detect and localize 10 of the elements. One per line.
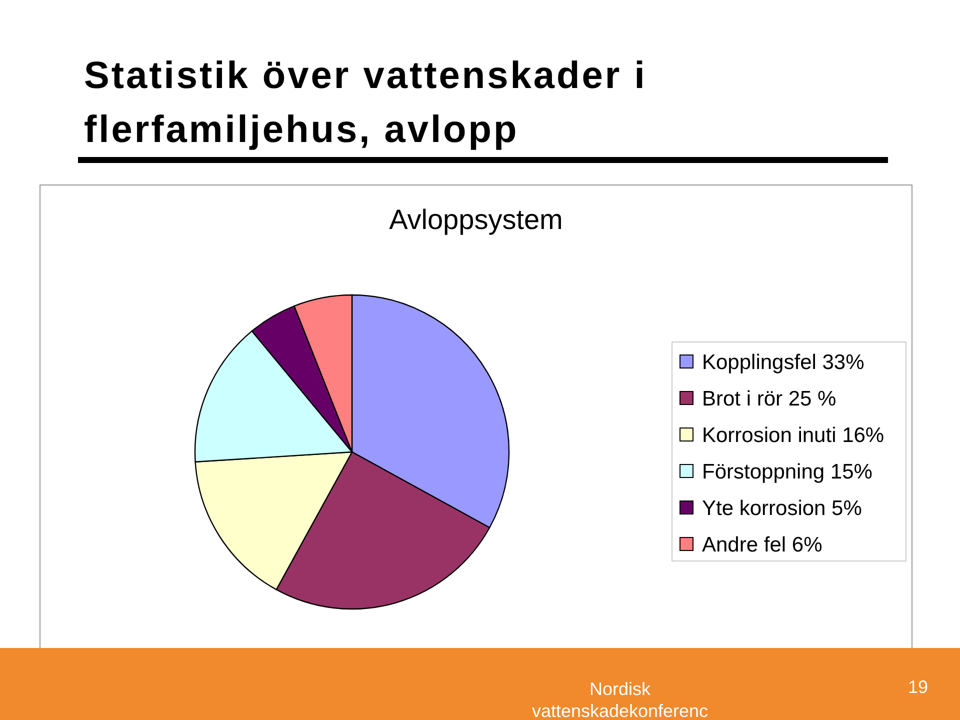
legend-label: Brot i rör 25 % [702, 388, 836, 410]
chart-title: Statistik över vattenskader i flerfamiljehus, avlopp [84, 55, 647, 151]
legend-label: Andre fel 6% [702, 534, 822, 556]
legend-label: Kopplingsfel 33% [702, 351, 864, 374]
chart-subtitle: Avloppsystem [389, 204, 563, 235]
text: 19 [908, 677, 928, 697]
legend-label: Yte korrosion 5% [702, 497, 862, 520]
legend-label: Förstoppning 15% [702, 460, 872, 484]
text: Nordisk vattenskadekonferenc [532, 679, 708, 720]
legend-label: Korrosion inuti 16% [702, 424, 884, 447]
